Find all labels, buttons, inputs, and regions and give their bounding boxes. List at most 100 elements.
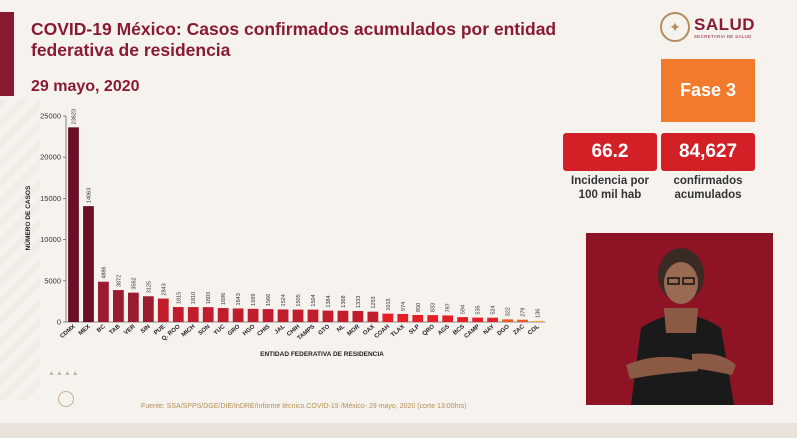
confirmed-label-line2: acumulados: [674, 189, 742, 201]
bar-value-label: 1566: [266, 294, 272, 306]
bar-value-label: 1504: [311, 294, 317, 306]
category-label: BC: [96, 324, 107, 335]
confirmed-label: confirmados acumulados: [654, 174, 762, 202]
bar-value-label: 1368: [341, 295, 347, 307]
bar-value-label: 1253: [371, 296, 377, 308]
bar-col: [532, 320, 543, 322]
bar-chih: [292, 309, 304, 322]
category-label: NAY: [483, 324, 496, 336]
y-tick-label: 15000: [40, 194, 61, 203]
bar-nl: [337, 310, 349, 322]
category-label: AGS: [437, 324, 451, 337]
category-label: DGO: [497, 324, 512, 338]
bar-chis: [262, 309, 274, 322]
bar-value-label: 1643: [236, 293, 242, 305]
category-label: TAB: [109, 324, 122, 337]
footer-seal-icon: [58, 391, 74, 407]
category-label: CAMP: [464, 324, 481, 340]
bar-jal: [277, 309, 289, 322]
bar-yuc: [217, 308, 229, 322]
category-label: NL: [336, 324, 346, 334]
bar-oax: [367, 311, 379, 322]
category-label: GRO: [227, 324, 242, 338]
bar-coah: [382, 313, 394, 322]
bar-value-label: 3872: [116, 275, 122, 287]
incidence-label: Incidencia por 100 mil hab: [556, 174, 664, 202]
bar-cdmx: [68, 127, 79, 322]
bar-nay: [487, 317, 498, 322]
bar-value-label: 797: [446, 303, 452, 312]
category-label: VER: [123, 324, 137, 337]
category-label: CDMX: [59, 324, 76, 340]
interpreter-figure: [626, 248, 736, 405]
y-tick-label: 0: [57, 318, 61, 327]
eagle-seal-icon: ✦: [660, 12, 690, 42]
bar-tamps: [307, 309, 319, 322]
confirmed-label-line1: confirmados: [673, 175, 743, 187]
bar-value-label: 524: [491, 305, 497, 314]
bar-gro: [232, 308, 244, 322]
incidence-value: 66.2: [563, 133, 657, 171]
footer-band: [0, 423, 797, 438]
bar-value-label: 1384: [326, 295, 332, 307]
y-axis-label: NÚMERO DE CASOS: [23, 185, 32, 250]
category-label: SON: [198, 324, 212, 337]
bar-value-label: 279: [521, 308, 527, 317]
y-tick-label: 10000: [40, 235, 61, 244]
category-label: YUC: [213, 324, 227, 337]
bar-son: [202, 307, 214, 322]
bar-dgo: [502, 319, 513, 322]
logo-subtitle: SECRETARÍA DE SALUD: [694, 33, 752, 39]
bar-sin: [142, 296, 154, 322]
y-tick-label: 5000: [44, 276, 61, 285]
category-label: ZAC: [513, 324, 527, 337]
bar-value-label: 1599: [251, 294, 257, 306]
bar-pue: [157, 298, 169, 322]
phase-badge: Fase 3: [661, 59, 755, 122]
category-label: TLAX: [390, 324, 406, 339]
cases-bar-chart: 0 5000 10000 15000 20000 25000 23623 CDMX 14063…: [23, 109, 545, 358]
bar-value-label: 594: [461, 305, 467, 314]
bar-tlax: [397, 313, 409, 322]
incidence-label-line1: Incidencia por: [571, 175, 649, 187]
category-label: MEX: [78, 324, 92, 337]
bar-tab: [113, 290, 124, 322]
bar-value-label: 1815: [176, 292, 182, 304]
bar-value-label: 1015: [386, 298, 392, 310]
x-axis-label: ENTIDAD FEDERATIVA DE RESIDENCIA: [260, 351, 384, 358]
bar-zac: [517, 319, 528, 322]
bar-value-label: 1524: [281, 294, 287, 306]
bar-bc: [98, 281, 109, 322]
bar-value-label: 1696: [221, 293, 227, 305]
bar-hgo: [247, 308, 259, 322]
bar-value-label: 23623: [71, 109, 77, 124]
background-pattern: [0, 100, 40, 400]
salud-logo: ✦ SALUD SECRETARÍA DE SALUD: [660, 12, 755, 42]
bar-gto: [322, 310, 334, 322]
bar-value-label: 322: [506, 307, 512, 316]
bar-value-label: 136: [536, 309, 542, 318]
category-label: COL: [527, 324, 541, 337]
category-label: SLP: [408, 324, 421, 336]
y-tick-label: 20000: [40, 153, 61, 162]
incidence-label-line2: 100 mil hab: [578, 189, 642, 201]
category-label: MOR: [347, 324, 362, 338]
bar-bcs: [457, 317, 469, 322]
category-label: SIN: [140, 324, 152, 335]
bar-mex: [83, 206, 94, 322]
report-date: 29 mayo, 2020: [31, 78, 140, 95]
confirmed-value: 84,627: [661, 133, 755, 171]
bar-value-label: 1505: [296, 294, 302, 306]
bar-value-label: 2843: [161, 283, 167, 295]
bar-ver: [127, 292, 139, 322]
category-label: COAH: [374, 324, 391, 340]
bar-value-label: 535: [476, 305, 482, 314]
bar-value-label: 1810: [191, 292, 197, 304]
category-label: GTO: [318, 324, 332, 337]
bar-value-label: 1803: [206, 292, 212, 304]
bar-value-label: 833: [431, 303, 437, 312]
bar-slp: [412, 314, 424, 322]
bar-value-label: 3125: [146, 281, 152, 293]
bar-value-label: 974: [401, 302, 407, 311]
bar-value-label: 14063: [86, 188, 92, 203]
